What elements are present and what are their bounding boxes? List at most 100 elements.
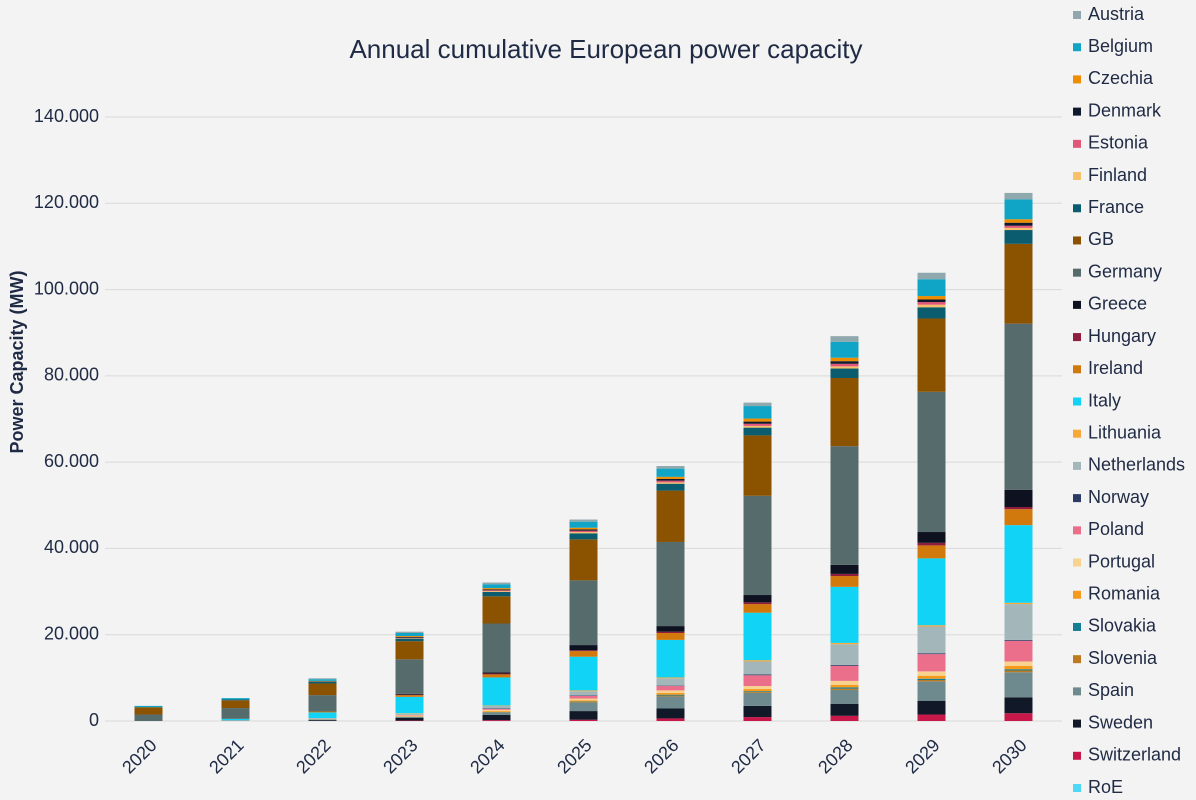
bar-segment: [482, 596, 511, 624]
bar-segment: [743, 691, 772, 693]
legend-swatch: [1073, 139, 1081, 148]
bar-segment: [395, 632, 424, 637]
bar-segment: [395, 636, 424, 637]
legend-swatch: [1073, 365, 1081, 374]
bar-segment: [917, 654, 946, 672]
bar-segment: [656, 541, 685, 627]
bar-segment: [482, 672, 511, 674]
legend-swatch: [1073, 268, 1081, 277]
bar-segment: [569, 691, 598, 696]
bar-segment: [482, 714, 511, 721]
legend-label: Spain: [1088, 680, 1134, 700]
bar-segment: [569, 580, 598, 646]
bar-segment: [917, 545, 946, 559]
bar-segment: [743, 660, 772, 662]
bar-segment: [743, 421, 772, 424]
bar-segment: [917, 391, 946, 533]
bar-segment: [917, 279, 946, 297]
bar-segment: [1004, 192, 1033, 200]
bar-segment: [743, 705, 772, 718]
bar-segment: [656, 677, 685, 679]
bar-segment: [830, 715, 859, 721]
bar-segment: [1004, 670, 1033, 673]
legend-label: RoE: [1088, 777, 1123, 797]
bar-segment: [743, 675, 772, 687]
bar-segment: [743, 661, 772, 675]
bar-segment: [395, 695, 424, 697]
bar-segment: [830, 573, 859, 577]
bar-segment: [830, 341, 859, 358]
bar-segment: [743, 612, 772, 661]
legend-label: Norway: [1088, 487, 1149, 507]
bar-segment: [743, 686, 772, 690]
legend-swatch: [1073, 461, 1081, 470]
bar-segment: [395, 638, 424, 642]
bar-segment: [1004, 661, 1033, 666]
bar-segment: [656, 632, 685, 640]
legend-label: Italy: [1088, 390, 1121, 410]
bar-segment: [917, 625, 946, 627]
bar-segment: [569, 711, 598, 720]
legend-swatch: [1073, 526, 1081, 535]
legend-swatch: [1073, 172, 1081, 181]
bar-segment: [569, 530, 598, 533]
bar-segment: [1004, 604, 1033, 640]
bar-segment: [569, 532, 598, 534]
bar-segment: [1004, 230, 1033, 244]
legend-label: Hungary: [1088, 326, 1156, 346]
bar-segment: [830, 684, 859, 688]
legend-label: Netherlands: [1088, 455, 1185, 475]
bar-segment: [917, 681, 946, 701]
bar-segment: [1004, 225, 1033, 228]
bar-segment: [569, 529, 598, 531]
legend-swatch: [1073, 558, 1081, 567]
legend-swatch: [1073, 590, 1081, 599]
bar-segment: [308, 695, 337, 712]
bar-segment: [1004, 243, 1033, 324]
bar-segment: [569, 690, 598, 692]
bar-segment: [656, 718, 685, 721]
bar-segment: [656, 696, 685, 709]
legend-swatch: [1073, 655, 1081, 664]
bar-segment: [569, 702, 598, 712]
bar-segment: [308, 683, 337, 696]
bar-segment: [482, 708, 511, 710]
bar-segment: [1004, 489, 1033, 508]
bar-segment: [917, 678, 946, 681]
bar-segment: [482, 712, 511, 715]
legend-label: Belgium: [1088, 36, 1153, 56]
bar-segment: [743, 717, 772, 721]
bar-segment: [482, 582, 511, 585]
bar-segment: [830, 361, 859, 364]
bar-segment: [1004, 672, 1033, 698]
bar-segment: [917, 653, 946, 655]
bar-segment: [395, 717, 424, 721]
bar-segment: [1004, 640, 1033, 662]
bar-segment: [917, 307, 946, 319]
bar-segment: [656, 483, 685, 491]
legend-swatch: [1073, 429, 1081, 438]
legend-label: Estonia: [1088, 133, 1149, 153]
bar-segment: [830, 586, 859, 643]
y-tick-label: 100.000: [34, 278, 99, 298]
legend-label: France: [1088, 197, 1144, 217]
bar-segment: [482, 591, 511, 593]
bar-segment: [656, 695, 685, 697]
bar-segment: [656, 686, 685, 691]
bar-segment: [1004, 669, 1033, 671]
bar-segment: [917, 558, 946, 626]
bar-segment: [917, 542, 946, 546]
bar-segment: [917, 626, 946, 654]
legend-label: Germany: [1088, 261, 1162, 281]
bar-segment: [482, 711, 511, 712]
bar-segment: [743, 435, 772, 496]
legend-swatch: [1073, 784, 1081, 792]
bar-segment: [482, 584, 511, 589]
bar-segment: [308, 720, 337, 721]
legend-label: Denmark: [1088, 100, 1162, 120]
bar-segment: [917, 714, 946, 721]
bar-segment: [1004, 219, 1033, 223]
bar-segment: [482, 623, 511, 673]
bar-segment: [482, 705, 511, 709]
